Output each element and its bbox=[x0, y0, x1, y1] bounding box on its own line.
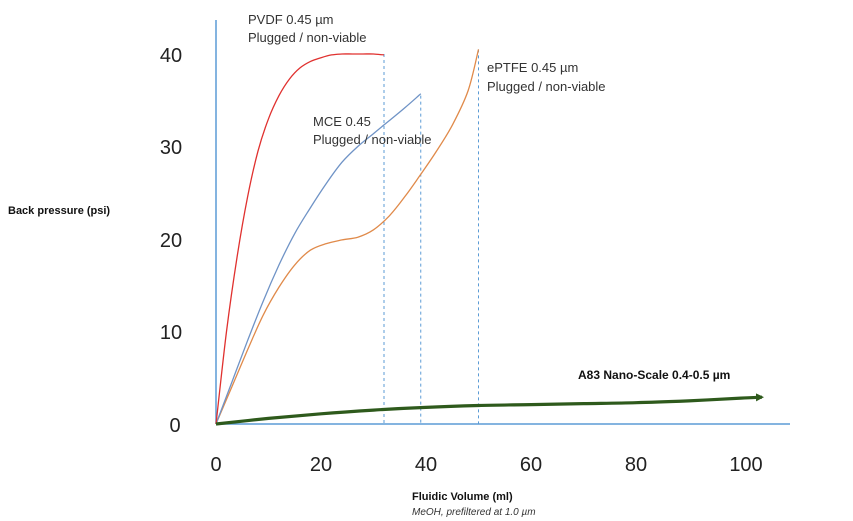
y-tick-label: 30 bbox=[160, 137, 182, 159]
nano-series-line bbox=[215, 393, 764, 426]
nano-annotation: A83 Nano-Scale 0.4-0.5 µm bbox=[578, 368, 730, 382]
y-tick-label: 0 bbox=[169, 415, 180, 437]
x-axis-title: Fluidic Volume (ml) bbox=[412, 491, 513, 503]
x-axis-note: MeOH, prefiltered at 1.0 µm bbox=[412, 507, 536, 518]
x-tick-label: 60 bbox=[520, 454, 542, 476]
mce-annotation-status: Plugged / non-viable bbox=[313, 132, 432, 147]
mce-annotation-title: MCE 0.45 bbox=[313, 114, 371, 129]
eptfe-series-line bbox=[215, 49, 480, 425]
y-tick-label: 40 bbox=[160, 45, 182, 67]
mce-series-line bbox=[215, 93, 422, 425]
x-tick-label: 100 bbox=[729, 454, 762, 476]
y-tick-label: 10 bbox=[160, 322, 182, 344]
x-tick-label: 40 bbox=[415, 454, 437, 476]
y-tick-labels: 0 10 20 30 40 bbox=[160, 45, 182, 437]
y-axis-title: Back pressure (psi) bbox=[8, 205, 110, 217]
y-tick-label: 20 bbox=[160, 230, 182, 252]
x-tick-label: 20 bbox=[310, 454, 332, 476]
eptfe-annotation-status: Plugged / non-viable bbox=[487, 79, 606, 94]
eptfe-annotation-title: ePTFE 0.45 µm bbox=[487, 60, 578, 75]
pvdf-annotation-title: PVDF 0.45 µm bbox=[248, 12, 334, 27]
x-tick-label: 0 bbox=[210, 454, 221, 476]
x-tick-label: 80 bbox=[625, 454, 647, 476]
x-tick-labels: 0 20 40 60 80 100 bbox=[210, 454, 762, 476]
pvdf-series-line bbox=[215, 53, 385, 425]
pvdf-annotation-status: Plugged / non-viable bbox=[248, 30, 367, 45]
